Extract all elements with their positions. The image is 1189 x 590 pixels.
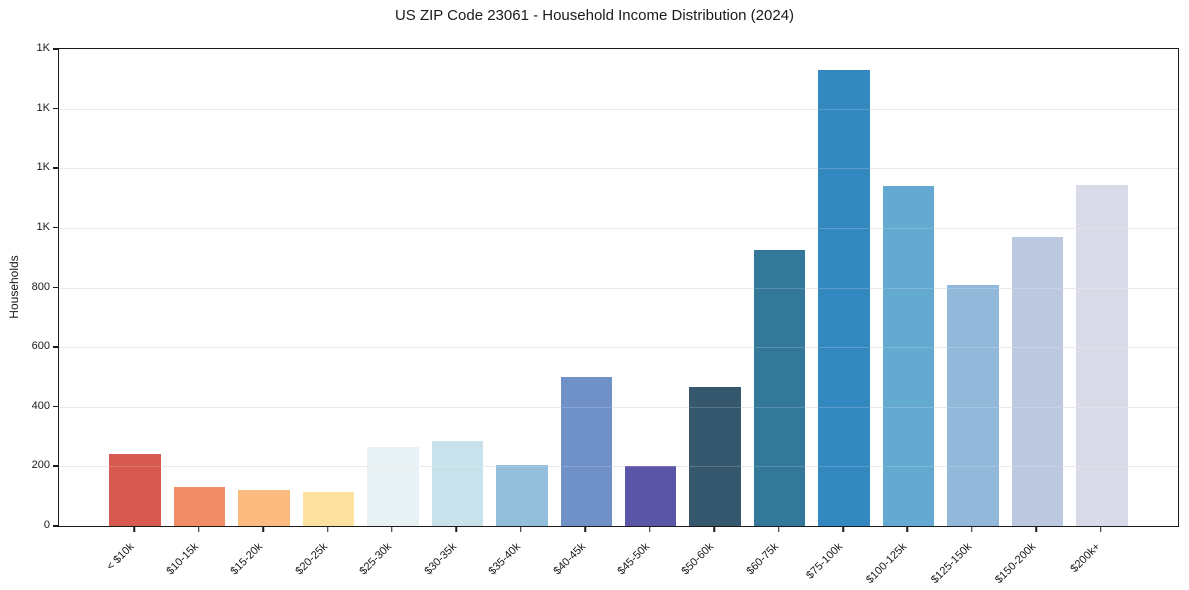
gridline-overlay (59, 227, 1178, 229)
plot-area (58, 48, 1179, 527)
y-tick-mark (53, 48, 58, 50)
x-tick-mark (777, 527, 780, 532)
bar-$35-40k (496, 464, 548, 526)
y-tick-label: 0 (43, 519, 50, 531)
x-tick-label-text: $75-100k (804, 540, 846, 582)
gridline-overlay (59, 287, 1178, 289)
x-tick-mark (520, 527, 522, 532)
x-tick-label-text: $125-150k (928, 540, 975, 587)
x-tick-label-text: $60-75k (744, 540, 781, 578)
gridline (59, 168, 1178, 170)
x-tick-label-text: $10-15k (164, 540, 201, 578)
bar-$60-75k (753, 250, 806, 526)
gridline (59, 466, 1178, 468)
y-tick-label: 1K (36, 220, 50, 233)
bar-$200k+ (1076, 184, 1128, 526)
x-tick-label-text: < $10k (104, 540, 137, 573)
y-tick-mark (53, 465, 58, 467)
gridline (59, 406, 1178, 408)
x-tick-mark (906, 527, 909, 532)
x-tick-mark (326, 527, 329, 532)
x-tick-label-text: $200k+ (1068, 540, 1104, 575)
x-tick-label-text: $15-20k (228, 540, 266, 578)
bar-$100-125k (882, 186, 935, 526)
y-tick-mark (53, 286, 58, 288)
bar-$10-15k (173, 487, 226, 526)
x-tick-mark (133, 527, 135, 532)
gridline-overlay (59, 466, 1178, 468)
chart-title: US ZIP Code 23061 - Household Income Dis… (394, 7, 795, 24)
y-tick-mark (53, 167, 58, 169)
y-tick-mark (53, 405, 58, 408)
x-tick-mark (391, 527, 393, 532)
y-tick-label: 600 (31, 340, 50, 353)
y-tick-label: 1K (36, 101, 50, 114)
gridline-overlay (59, 168, 1178, 170)
gridline-overlay (59, 108, 1178, 110)
x-tick-mark (584, 527, 587, 532)
y-tick-label: 1K (36, 161, 50, 174)
bar-$40-45k (560, 376, 613, 526)
x-tick-mark (1035, 527, 1038, 532)
bar-< $10k (109, 454, 161, 526)
x-tick-mark (713, 527, 715, 532)
bar-$75-100k (818, 69, 870, 526)
gridline (59, 227, 1178, 229)
y-tick-mark (53, 226, 58, 229)
x-tick-mark (842, 527, 844, 532)
x-tick-mark (1100, 527, 1102, 532)
gridline-overlay (59, 347, 1178, 349)
x-tick-mark (197, 527, 200, 532)
x-tick-label-text: $35-40k (486, 540, 524, 578)
x-tick-label-text: $150-200k (993, 540, 1039, 587)
x-tick-mark (455, 527, 458, 532)
x-tick-label-text: $45-50k (615, 540, 652, 578)
x-tick-label-text: $50-60k (679, 540, 717, 578)
x-tick-label-text: $40-45k (550, 540, 588, 578)
bar-$30-35k (431, 441, 484, 526)
bar-$50-60k (689, 387, 741, 526)
y-tick-label: 800 (31, 280, 50, 293)
gridline-overlay (59, 406, 1178, 408)
y-tick-mark (53, 525, 58, 527)
y-tick-label: 200 (31, 459, 50, 472)
bar-$150-200k (1011, 236, 1064, 526)
x-tick-mark (262, 527, 264, 532)
y-tick-label: 1K (36, 42, 50, 54)
y-tick-mark (53, 346, 58, 348)
gridline (59, 287, 1178, 289)
x-tick-label-text: $20-25k (293, 540, 330, 578)
x-tick-label-text: $25-30k (357, 540, 395, 578)
x-tick-label-text: $30-35k (422, 540, 459, 578)
bar-$20-25k (302, 491, 355, 526)
bar-$45-50k (624, 466, 677, 526)
x-axis: < $10k $10-15k $15-20k $20-25k $25-30k $30-35… (58, 527, 1179, 590)
y-tick-mark (53, 107, 58, 110)
bar-$15-20k (238, 490, 290, 526)
bar-$25-30k (367, 447, 419, 526)
x-tick-mark (971, 527, 973, 532)
x-tick-label-text: $100-125k (864, 540, 910, 587)
gridline (59, 347, 1178, 349)
y-tick-label: 400 (31, 399, 50, 412)
y-axis: 0 200 400 600 800 1K 1K 1K 1K (0, 42, 50, 531)
x-tick-mark (648, 527, 651, 532)
bar-$125-150k (947, 284, 999, 526)
gridline (59, 108, 1178, 110)
